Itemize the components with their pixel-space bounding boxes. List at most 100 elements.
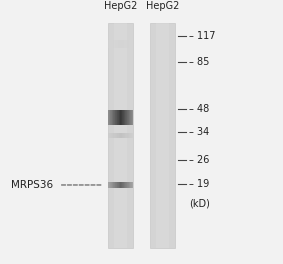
Bar: [130, 133, 131, 138]
Bar: [113, 133, 114, 138]
Bar: [112, 133, 113, 138]
Bar: [119, 40, 120, 48]
Bar: [125, 111, 126, 125]
Bar: [112, 182, 113, 187]
Bar: [129, 133, 130, 138]
Bar: [125, 133, 126, 138]
Bar: [108, 133, 109, 138]
Bar: [109, 40, 110, 48]
Bar: [132, 133, 133, 138]
Bar: [121, 182, 122, 187]
Bar: [111, 182, 112, 187]
Bar: [126, 133, 127, 138]
Bar: [108, 182, 109, 187]
Bar: [117, 133, 118, 138]
Bar: [130, 182, 131, 187]
Bar: [112, 40, 113, 48]
Text: HepG2: HepG2: [104, 1, 137, 11]
Bar: [113, 182, 114, 187]
Bar: [109, 133, 110, 138]
Bar: [122, 111, 123, 125]
Bar: [115, 182, 116, 187]
Text: – 34: – 34: [189, 127, 209, 137]
Text: – 48: – 48: [189, 103, 209, 114]
Text: – 26: – 26: [189, 155, 209, 165]
Bar: [110, 133, 111, 138]
Bar: [115, 40, 116, 48]
Bar: [126, 111, 127, 125]
Bar: [108, 111, 109, 125]
Bar: [119, 111, 120, 125]
Bar: [131, 40, 132, 48]
Bar: [121, 40, 122, 48]
Bar: [123, 40, 124, 48]
Bar: [121, 133, 122, 138]
Bar: [128, 40, 129, 48]
Bar: [131, 133, 132, 138]
Bar: [122, 182, 123, 187]
Bar: [119, 182, 120, 187]
Bar: [111, 133, 112, 138]
Bar: [114, 182, 115, 187]
Bar: [122, 40, 123, 48]
Bar: [120, 133, 121, 138]
Bar: [129, 40, 130, 48]
Bar: [114, 133, 115, 138]
Bar: [118, 111, 119, 125]
Bar: [126, 40, 127, 48]
Bar: [123, 133, 124, 138]
Bar: [118, 133, 119, 138]
Bar: [110, 182, 111, 187]
Bar: [150, 23, 175, 248]
Bar: [118, 40, 119, 48]
Bar: [120, 40, 121, 48]
Text: (kD): (kD): [189, 198, 210, 208]
Text: – 85: – 85: [189, 57, 209, 67]
Bar: [132, 111, 133, 125]
Bar: [132, 182, 133, 187]
Bar: [124, 182, 125, 187]
Bar: [110, 40, 111, 48]
Bar: [110, 111, 111, 125]
Bar: [114, 40, 115, 48]
Bar: [115, 111, 116, 125]
Bar: [114, 111, 115, 125]
Bar: [115, 133, 116, 138]
Bar: [123, 182, 124, 187]
Bar: [124, 111, 125, 125]
Bar: [129, 182, 130, 187]
Bar: [116, 182, 117, 187]
Bar: [124, 40, 125, 48]
Bar: [117, 182, 118, 187]
Text: MRPS36: MRPS36: [11, 180, 53, 190]
Bar: [123, 111, 124, 125]
Bar: [130, 40, 131, 48]
Text: – 19: – 19: [189, 179, 209, 189]
Bar: [132, 40, 133, 48]
Bar: [117, 111, 118, 125]
Bar: [119, 133, 120, 138]
Bar: [116, 133, 117, 138]
Bar: [129, 111, 130, 125]
Bar: [108, 23, 133, 248]
Bar: [113, 40, 114, 48]
Bar: [124, 133, 125, 138]
Bar: [109, 182, 110, 187]
Bar: [116, 40, 117, 48]
Bar: [121, 111, 122, 125]
Bar: [122, 133, 123, 138]
Bar: [113, 111, 114, 125]
Bar: [125, 40, 126, 48]
Bar: [120, 111, 121, 125]
Bar: [128, 182, 129, 187]
Bar: [128, 111, 129, 125]
Bar: [127, 40, 128, 48]
Bar: [125, 182, 126, 187]
Bar: [130, 111, 131, 125]
Bar: [109, 111, 110, 125]
Bar: [116, 111, 117, 125]
Bar: [111, 40, 112, 48]
Bar: [112, 111, 113, 125]
Bar: [111, 111, 112, 125]
Bar: [156, 23, 169, 248]
